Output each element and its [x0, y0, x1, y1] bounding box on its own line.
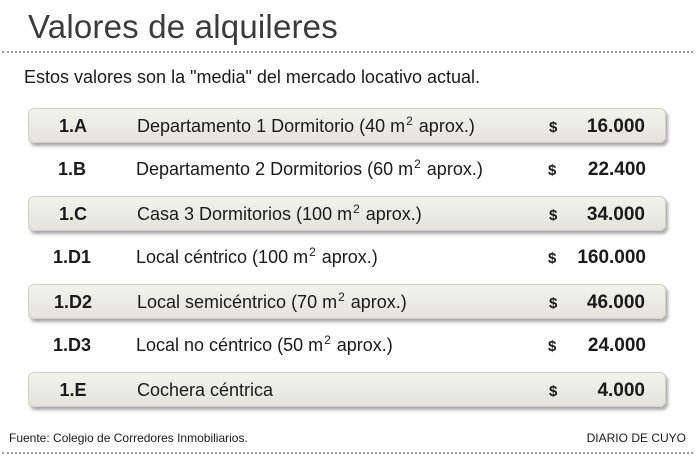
subtitle: Estos valores son la "media" del mercado…: [24, 67, 481, 87]
row-description: Local céntrico (100 m2 aprox.): [136, 245, 378, 267]
currency-symbol: $: [549, 295, 558, 312]
rent-values-table: 1.A Departamento 1 Dormitorio (40 m2 apr…: [28, 108, 666, 416]
row-price: 16.000: [586, 116, 645, 137]
row-description: Departamento 2 Dormitorios (60 m2 aprox.…: [136, 157, 483, 179]
table-row: 1.D3 Local no céntrico (50 m2 aprox.) $ …: [28, 328, 666, 363]
row-code: 1.D2: [53, 292, 93, 312]
bottom-dotted-divider: [2, 452, 693, 454]
currency-symbol: $: [548, 162, 557, 179]
currency-symbol: $: [549, 383, 558, 400]
table-row: 1.B Departamento 2 Dormitorios (60 m2 ap…: [28, 152, 666, 187]
publisher-credit: DIARIO DE CUYO: [586, 431, 686, 445]
row-price: 4.000: [597, 380, 645, 401]
currency-symbol: $: [548, 338, 557, 355]
currency-symbol: $: [549, 119, 558, 136]
top-dotted-divider: [2, 51, 693, 53]
row-code: 1.D3: [52, 335, 92, 355]
row-description: Cochera céntrica: [137, 380, 274, 400]
table-row: 1.A Departamento 1 Dormitorio (40 m2 apr…: [28, 108, 666, 143]
row-code: 1.A: [58, 116, 87, 136]
row-code: 1.C: [58, 204, 87, 224]
row-description: Local semicéntrico (70 m2 aprox.): [137, 290, 407, 312]
page-title: Valores de alquileres: [28, 8, 338, 45]
row-price: 24.000: [587, 335, 646, 356]
table-row: 1.E Cochera céntrica $ 4.000: [28, 372, 666, 407]
currency-symbol: $: [549, 207, 558, 224]
row-price: 46.000: [586, 292, 645, 313]
row-description: Departamento 1 Dormitorio (40 m2 aprox.): [137, 114, 475, 136]
table-row: 1.D1 Local céntrico (100 m2 aprox.) $ 16…: [28, 240, 666, 275]
source-note: Fuente: Colegio de Corredores Inmobiliar…: [9, 431, 248, 445]
row-price: 22.400: [587, 159, 646, 180]
row-description: Casa 3 Dormitorios (100 m2 aprox.): [137, 202, 422, 224]
row-code: 1.E: [59, 380, 87, 400]
currency-symbol: $: [548, 250, 557, 267]
row-code: 1.B: [57, 159, 86, 179]
row-price: 34.000: [586, 204, 645, 225]
table-row: 1.D2 Local semicéntrico (70 m2 aprox.) $…: [28, 284, 666, 319]
row-description: Local no céntrico (50 m2 aprox.): [136, 333, 393, 355]
row-code: 1.D1: [52, 247, 92, 267]
row-price: 160.000: [577, 247, 646, 268]
table-row: 1.C Casa 3 Dormitorios (100 m2 aprox.) $…: [28, 196, 666, 231]
